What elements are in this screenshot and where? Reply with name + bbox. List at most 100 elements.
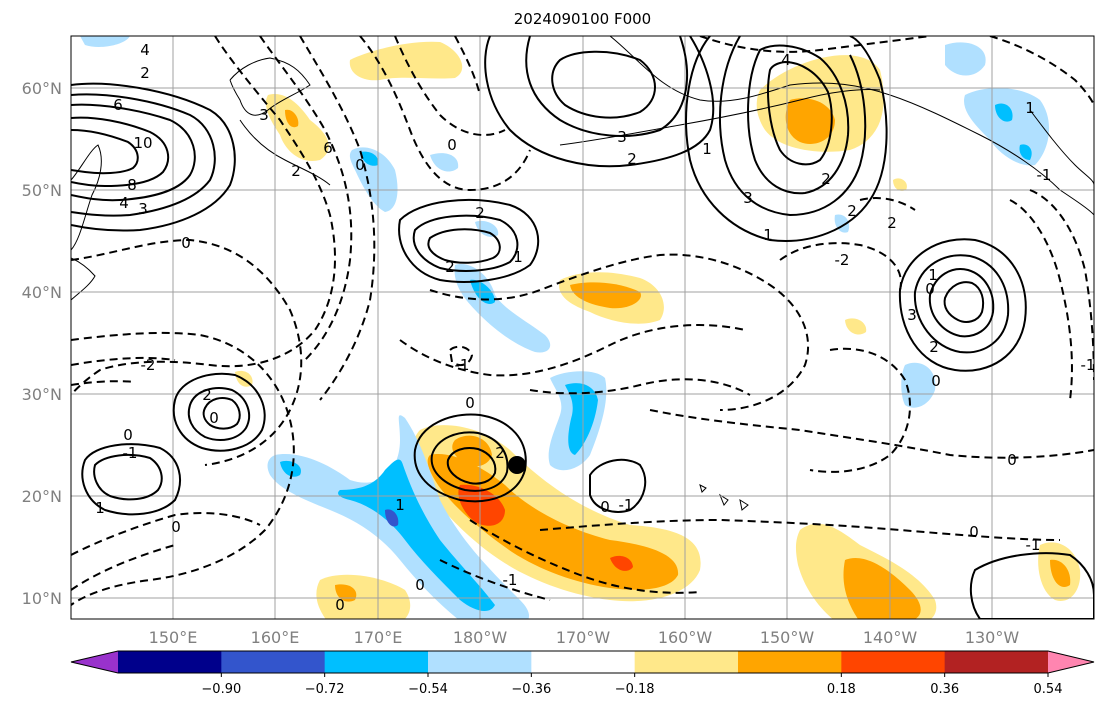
contour-label: -1: [503, 571, 518, 589]
contour-label: 2: [445, 258, 455, 276]
contour-high-west-3: [71, 103, 196, 202]
shade-yellow-small-1: [845, 318, 867, 335]
contour-neg-north-1: [359, 36, 531, 192]
contour-label: 1: [763, 226, 773, 244]
contour-label: 2: [821, 170, 831, 188]
lat-tick-40N: 40°N: [22, 283, 62, 302]
colorbar-tick-label: 0.36: [930, 682, 959, 697]
shade-blue-typhoon-east: [565, 383, 598, 455]
coastline-hawaii-3: [739, 498, 749, 511]
contour-neg-wide-5: [71, 512, 261, 556]
contour-label: 0: [1007, 451, 1017, 469]
contour-label: 2: [202, 386, 212, 404]
contour-label: 1: [395, 496, 405, 514]
contour-neg-wide-1: [71, 238, 303, 466]
contour-high-dateline: [398, 199, 540, 283]
contour-high-west-2: [71, 93, 216, 217]
shade-red-main-band-2: [610, 555, 633, 571]
contour-label: 0: [355, 156, 365, 174]
coastline-hawaii-2: [699, 484, 707, 493]
contour-label: 1: [95, 499, 105, 517]
lon-tick-170E: 170°E: [354, 628, 403, 647]
latitude-tick-labels: 60°N 50°N 40°N 30°N 20°N 10°N: [22, 79, 62, 608]
contour-label: 2: [627, 150, 637, 168]
contour-neg-center-3: [529, 378, 751, 396]
colorbar-tick-label: 0.18: [827, 682, 856, 697]
colorbar-outline: [70, 650, 1095, 674]
colorbar-segment: [944, 651, 1049, 673]
colorbar-tick-label: −0.90: [201, 682, 241, 697]
graticule: [71, 36, 1094, 619]
colorbar-segment: [324, 651, 429, 673]
colorbar-segment: [531, 651, 636, 673]
contour-neg-kamchatka-1: [71, 36, 336, 396]
contour-high-north-center-3: [551, 50, 656, 119]
shade-orange-far-east: [1050, 559, 1071, 588]
contour-neg-east-4: [1009, 199, 1073, 401]
coastline-kamchatka: [229, 57, 311, 116]
contour-label: 1: [928, 266, 938, 284]
contour-label: -1: [1081, 356, 1096, 374]
lat-tick-60N: 60°N: [22, 79, 62, 98]
contour-label: 4: [119, 194, 129, 212]
shade-yellow-small-3: [893, 178, 907, 191]
contour-label: -1: [1037, 166, 1052, 184]
colorbar-extend-high: [1048, 651, 1094, 673]
contour-high-west-sub: [172, 372, 266, 452]
contour-label: 1: [513, 248, 523, 266]
shade-orange-south-west: [335, 584, 357, 602]
contour-label: 8: [127, 176, 137, 194]
lat-tick-50N: 50°N: [22, 181, 62, 200]
contour-label: 3: [138, 200, 148, 218]
contour-label: 3: [907, 306, 917, 324]
contour-high-east: [898, 238, 1027, 372]
shade-orange-alaska-north: [785, 98, 835, 144]
contour-neg-east-8: [539, 518, 1061, 541]
shade-lightblue-northwest: [80, 36, 130, 47]
colorbar-segment: [841, 651, 946, 673]
contour-label: 0: [181, 234, 191, 252]
contour-neg-typhoon-south-2: [439, 559, 551, 601]
contour-label: 0: [600, 498, 610, 516]
lon-tick-150E: 150°E: [149, 628, 198, 647]
shade-blue-kamchatka-south: [360, 151, 379, 166]
contour-label: 0: [925, 280, 935, 298]
colorbar-segment: [634, 651, 739, 673]
shade-blue-northeast-2: [1019, 144, 1032, 160]
positive-anomaly-shading: [235, 41, 1081, 619]
contour-low-sw-2: [93, 453, 163, 501]
contour-high-alaska-4: [767, 60, 833, 166]
lon-tick-160E: 160°E: [251, 628, 300, 647]
contour-label: 2: [140, 64, 150, 82]
colorbar-segment: [118, 651, 222, 673]
contour-high-north-center-2: [525, 36, 688, 137]
contour-high-west-sub-3: [202, 397, 241, 430]
contour-label: 3: [259, 106, 269, 124]
colorbar-segment: [428, 651, 532, 673]
storm-center-marker: [508, 456, 526, 474]
contour-neg-typhoon-south: [469, 519, 701, 594]
contour-high-dateline-2: [412, 214, 519, 272]
colorbar-extend-low: [71, 651, 118, 673]
contour-label: 2: [847, 202, 857, 220]
contour-label: 1: [1025, 99, 1035, 117]
shade-lightblue-north-mid: [430, 153, 459, 172]
contour-neg-north-2: [394, 36, 506, 136]
contour-label: 2: [929, 338, 939, 356]
contour-neg-wide-4: [71, 380, 136, 386]
contour-typhoon-1: [413, 413, 527, 503]
contour-neg-east-6: [809, 347, 911, 473]
coastline-hawaii-1: [718, 493, 729, 506]
negative-contours: [71, 36, 1094, 606]
contour-label: 3: [617, 128, 627, 146]
contour-label: 4: [140, 41, 150, 59]
contour-label: 3: [743, 189, 753, 207]
contour-neg-far-north: [989, 36, 1094, 106]
colorbar: −0.90−0.72−0.54−0.36−0.180.180.360.540.7…: [70, 650, 1095, 697]
colorbar-tick-label: −0.72: [305, 682, 345, 697]
colorbar-tick-label: −0.18: [615, 682, 655, 697]
contour-high-dateline-3: [427, 228, 501, 264]
shade-lightblue-east-mid: [901, 362, 936, 408]
shade-blue-main-band: [338, 459, 495, 612]
